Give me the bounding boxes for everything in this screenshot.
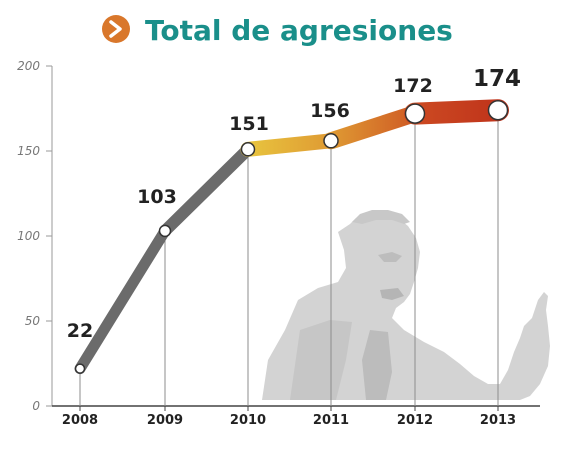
data-label: 22 (67, 320, 93, 342)
x-tick-label: 2010 (230, 413, 266, 428)
person-photo-silhouette (262, 210, 550, 400)
chart-title: Total de agresiones (145, 14, 453, 47)
data-point (158, 224, 172, 238)
line-segment (74, 225, 171, 375)
data-point (404, 103, 426, 124)
header: Total de agresiones (102, 14, 453, 47)
data-point (487, 99, 509, 121)
data-point (74, 363, 86, 374)
data-label: 174 (473, 66, 521, 92)
x-tick-label: 2011 (313, 413, 349, 428)
data-point (323, 133, 339, 149)
data-label: 103 (137, 186, 177, 208)
line-segment (240, 133, 339, 157)
data-label: 156 (310, 100, 350, 122)
x-tick-label: 2008 (62, 413, 98, 428)
y-tick-label: 0 (32, 399, 40, 413)
y-tick-label: 150 (17, 144, 40, 158)
x-tick-label: 2012 (397, 413, 433, 428)
chevron-right-icon (102, 15, 130, 43)
y-tick-label: 200 (17, 59, 40, 73)
data-point (240, 142, 256, 157)
data-label: 151 (229, 113, 269, 135)
line-segment (404, 99, 509, 125)
data-label: 172 (393, 75, 433, 97)
line-segment (322, 105, 424, 150)
y-tick-label: 100 (17, 229, 40, 243)
line-segment (159, 143, 254, 237)
chevron-right-icon-glyph (109, 20, 122, 38)
x-tick-label: 2013 (480, 413, 516, 428)
x-tick-label: 2009 (147, 413, 183, 428)
y-tick-label: 50 (25, 314, 41, 328)
